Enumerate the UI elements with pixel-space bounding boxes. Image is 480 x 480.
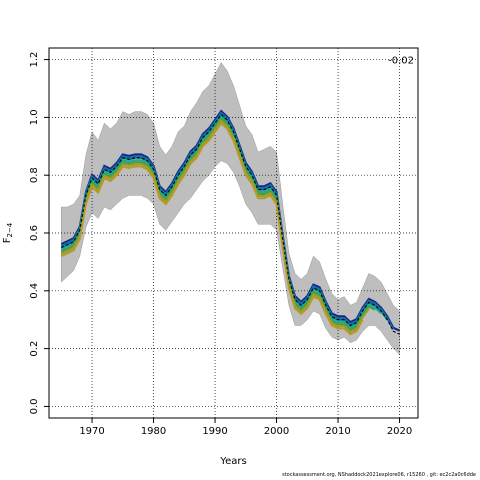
base-estimate-line — [61, 113, 400, 335]
peel-line-6 — [60, 119, 370, 334]
y-tick-label-0.8: 0.8 — [29, 167, 40, 183]
series-lines-layer — [60, 109, 401, 336]
axes-layer: 1970 1980 1990 2000 2010 2020 0.0 0.2 0.4 0.6 0.8 1… — [29, 52, 412, 437]
y-tick-label-0.4: 0.4 — [29, 283, 40, 299]
y-tick-label-1: 1.0 — [29, 109, 40, 125]
confidence-band-layer — [61, 62, 400, 355]
x-tick-label-2000: 2000 — [264, 426, 289, 437]
x-tick-label-1980: 1980 — [141, 426, 166, 437]
y-axis-label: F2−4 — [2, 222, 14, 243]
y-tick-label-0: 0.0 — [29, 398, 40, 414]
x-axis-label: Years — [219, 456, 246, 467]
x-tick-label-2020: 2020 — [387, 426, 412, 437]
y-tick-label-0.6: 0.6 — [29, 225, 40, 241]
y-axis-label-main: F — [2, 237, 13, 243]
annotation-label: -0.02 — [388, 56, 414, 67]
x-tick-label-1990: 1990 — [202, 426, 227, 437]
footer-credit: stockassessment.org, NShaddock2021explor… — [282, 472, 476, 478]
confidence-band — [61, 62, 400, 355]
y-tick-label-0.2: 0.2 — [29, 341, 40, 357]
x-tick-label-1970: 1970 — [79, 426, 104, 437]
y-tick-label-1.2: 1.2 — [29, 52, 40, 68]
y-axis-label-subscript: 2−4 — [6, 222, 14, 237]
peel-line-7 — [60, 121, 364, 336]
x-tick-label-2010: 2010 — [325, 426, 350, 437]
